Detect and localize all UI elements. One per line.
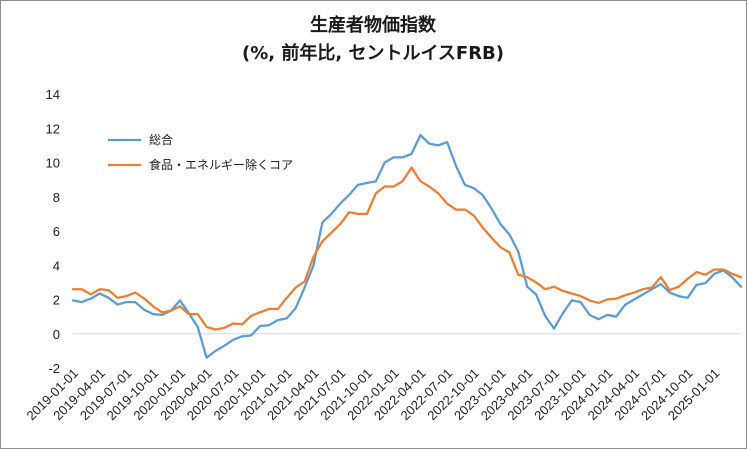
y-tick-label: 10: [46, 156, 60, 171]
plot-lines: [71, 133, 743, 359]
y-tick-label: 12: [46, 121, 60, 136]
y-tick-label: 6: [53, 224, 60, 239]
y-tick-label: 0: [53, 327, 60, 342]
legend-label-2: 食品・エネルギー除くコア: [149, 157, 293, 172]
series-line-2: [71, 166, 743, 331]
legend-label-1: 総合: [149, 132, 173, 147]
y-tick-label: 14: [46, 87, 60, 102]
chart-subtitle: (%, 前年比, セントルイスFRB): [242, 42, 504, 64]
y-tick-label: 8: [53, 190, 60, 205]
y-axis-labels: -2 0 2 4 6 8 10 12 14: [46, 87, 60, 376]
series-line-1: [71, 133, 743, 359]
y-tick-label: -2: [48, 361, 60, 376]
chart-title: 生産者物価指数: [310, 14, 437, 36]
y-tick-label: 2: [53, 293, 60, 308]
y-tick-label: 4: [53, 258, 60, 273]
x-axis-labels: 2019-01-012019-04-012019-07-012019-10-01…: [23, 366, 722, 424]
